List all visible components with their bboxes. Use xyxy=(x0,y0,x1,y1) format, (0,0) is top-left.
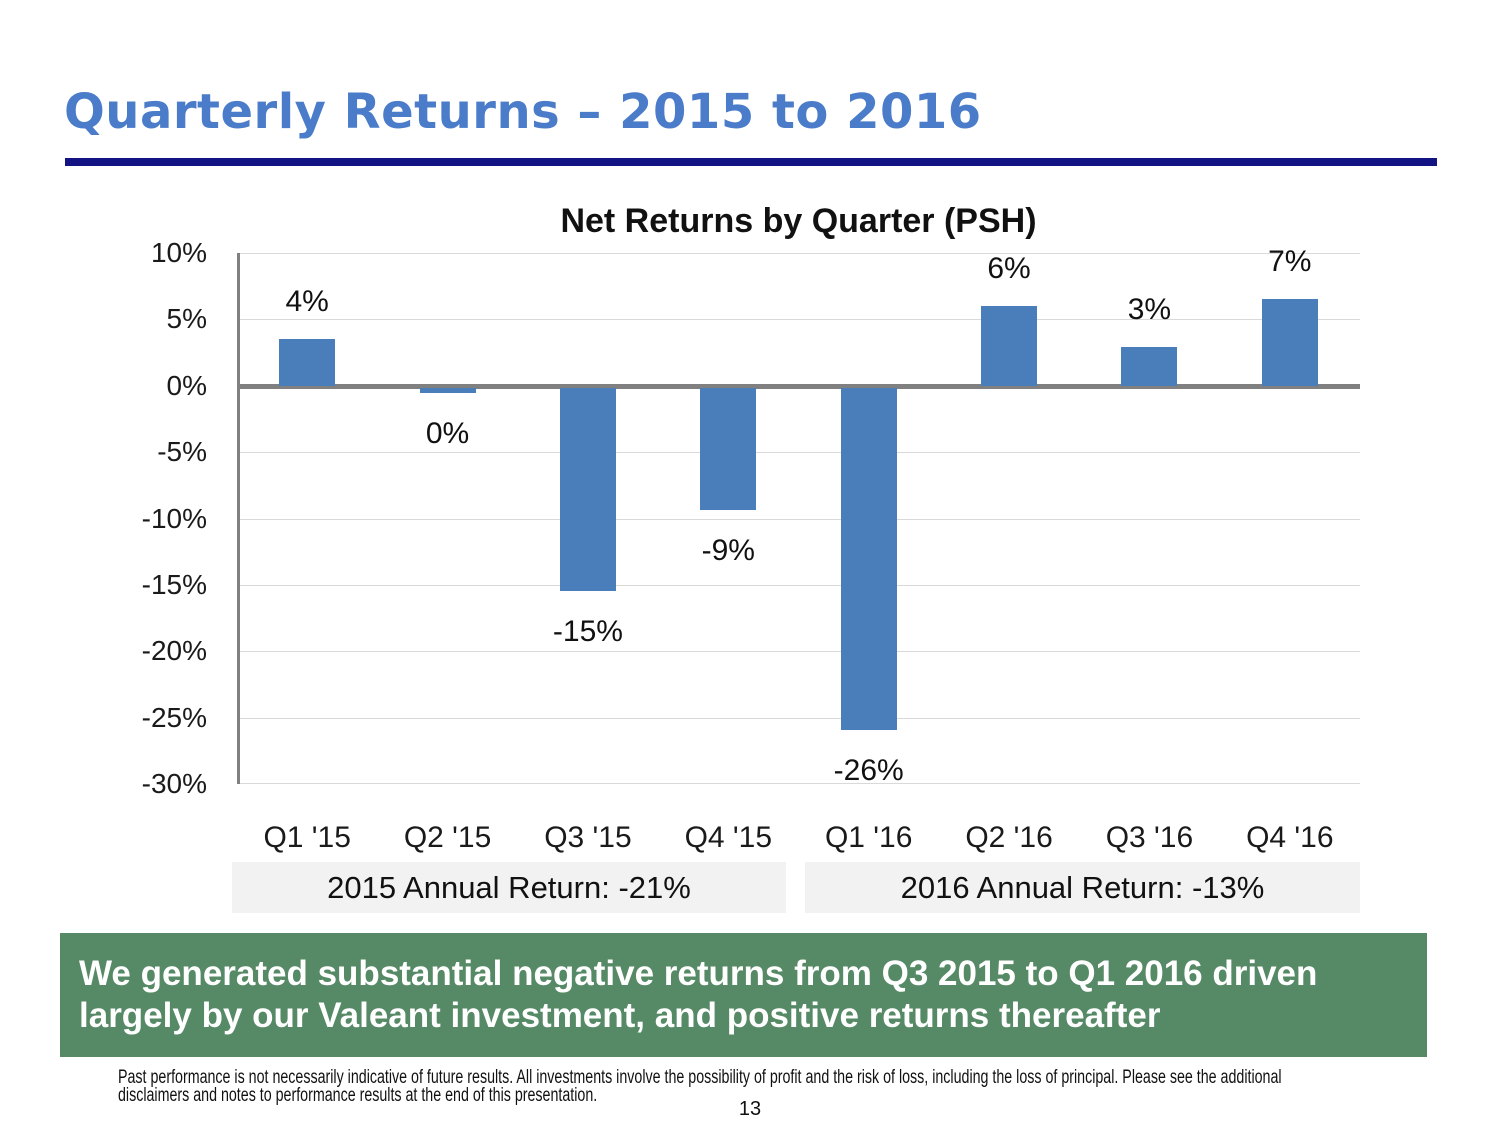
bar-value-label-q2-16: 6% xyxy=(987,252,1031,286)
gridline xyxy=(237,783,1360,784)
annual-return-2016-box: 2016 Annual Return: -13% xyxy=(805,862,1360,913)
y-axis-tick-label: -10% xyxy=(141,502,207,534)
x-axis-label-q4-15: Q4 '15 xyxy=(684,821,773,854)
annual-return-2016-label: 2016 Annual Return: -13% xyxy=(900,870,1265,905)
chart-title: Net Returns by Quarter (PSH) xyxy=(560,202,1037,240)
bar-q1-15 xyxy=(279,339,336,386)
bar-q3-15 xyxy=(559,387,616,591)
y-axis-tick-label: -15% xyxy=(141,568,207,600)
bar-value-label-q2-15: 0% xyxy=(425,417,470,451)
x-axis-label-q3-15: Q3 '15 xyxy=(544,821,632,854)
disclaimer-line-2: disclaimers and notes to performance res… xyxy=(118,1085,598,1106)
y-axis-tick-label: 0% xyxy=(166,369,207,401)
gridline xyxy=(237,452,1360,454)
bar-q4-16 xyxy=(1261,299,1318,386)
x-axis-label-q1-16: Q1 '16 xyxy=(824,821,913,854)
gridline xyxy=(237,584,1360,586)
summary-banner: We generated substantial negative return… xyxy=(60,933,1427,1057)
y-axis-tick-label: 5% xyxy=(166,303,207,335)
bar-value-label-q1-15: 4% xyxy=(285,285,329,319)
y-axis-line xyxy=(237,253,240,784)
summary-banner-line-1: We generated substantial negative return… xyxy=(79,954,1318,993)
bar-value-label-q4-15: -9% xyxy=(701,533,755,567)
y-axis-tick-label: -25% xyxy=(141,701,207,733)
bar-q2-16 xyxy=(981,306,1038,386)
disclaimer-line-1: Past performance is not necessarily indi… xyxy=(118,1067,1282,1088)
x-axis-label-q3-16: Q3 '16 xyxy=(1105,821,1194,854)
bar-value-label-q1-16: -26% xyxy=(833,754,904,788)
x-axis-label-q1-15: Q1 '15 xyxy=(263,821,351,854)
slide-title: Quarterly Returns – 2015 to 2016 xyxy=(64,84,982,140)
annual-return-2015-box: 2015 Annual Return: -21% xyxy=(232,862,786,913)
x-axis-label-q4-16: Q4 '16 xyxy=(1246,821,1334,854)
page-number: 13 xyxy=(738,1098,762,1120)
zero-axis-line xyxy=(237,383,1360,389)
x-axis-label-q2-16: Q2 '16 xyxy=(965,821,1053,854)
gridline xyxy=(237,717,1360,719)
bar-value-label-q4-16: 7% xyxy=(1268,245,1312,279)
plot-area: 4% 0% -15% -9% -26% 6% 3% 7% xyxy=(237,245,1360,787)
gridline xyxy=(237,651,1360,653)
y-axis-tick-label: -20% xyxy=(141,635,207,667)
disclaimer-text: Past performance is not necessarily indi… xyxy=(118,1067,1282,1106)
y-axis-tick-label: 10% xyxy=(150,237,207,268)
summary-banner-line-2: largely by our Valeant investment, and p… xyxy=(79,996,1161,1035)
annual-return-2015-label: 2015 Annual Return: -21% xyxy=(327,870,691,905)
bar-q2-15 xyxy=(419,387,476,394)
bar-value-label-q3-16: 3% xyxy=(1127,293,1172,327)
bar-q4-15 xyxy=(700,387,757,510)
x-axis-label-q2-15: Q2 '15 xyxy=(403,821,492,854)
y-axis-tick-label: -5% xyxy=(157,436,207,468)
gridline xyxy=(237,319,1360,321)
title-divider xyxy=(65,158,1437,166)
bar-value-label-q3-15: -15% xyxy=(552,614,623,648)
gridline xyxy=(237,518,1360,520)
bar-q1-16 xyxy=(840,387,897,731)
y-axis-tick-label: -30% xyxy=(141,768,207,799)
bar-q3-16 xyxy=(1121,347,1178,386)
gridline xyxy=(237,253,1360,254)
